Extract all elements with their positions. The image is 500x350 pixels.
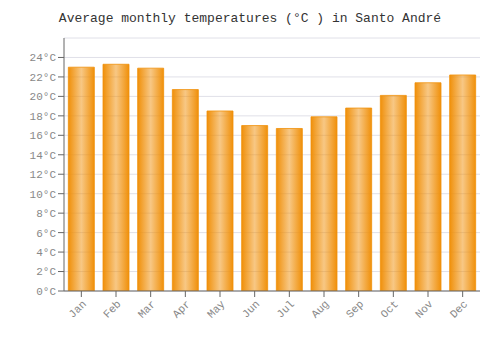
svg-text:Feb: Feb	[101, 298, 123, 320]
svg-text:10°C: 10°C	[30, 189, 57, 201]
svg-text:2°C: 2°C	[36, 266, 56, 278]
svg-text:18°C: 18°C	[30, 111, 57, 123]
svg-text:Dec: Dec	[448, 298, 470, 320]
svg-text:Oct: Oct	[378, 298, 400, 320]
svg-text:22°C: 22°C	[30, 72, 57, 84]
svg-text:Nov: Nov	[413, 298, 436, 321]
html-text:Average monthly temperatures (: Average monthly temperatures (°C ) in Sa…	[58, 11, 442, 26]
svg-text:8°C: 8°C	[36, 208, 56, 220]
svg-text:0°C: 0°C	[36, 286, 56, 298]
svg-text:May: May	[205, 298, 228, 321]
svg-text:6°C: 6°C	[36, 228, 56, 240]
svg-text:Jul: Jul	[274, 298, 296, 320]
svg-text:Mar: Mar	[136, 298, 158, 320]
svg-text:Jun: Jun	[240, 298, 262, 320]
svg-text:4°C: 4°C	[36, 247, 56, 259]
svg-text:14°C: 14°C	[30, 150, 57, 162]
svg-text:Aug: Aug	[309, 298, 331, 320]
svg-text:20°C: 20°C	[30, 91, 57, 103]
svg-text:Apr: Apr	[170, 298, 192, 320]
svg-text:24°C: 24°C	[30, 52, 57, 64]
svg-text:12°C: 12°C	[30, 169, 57, 181]
svg-text:Jan: Jan	[66, 298, 88, 320]
svg-text:Sep: Sep	[344, 298, 366, 320]
svg-text:16°C: 16°C	[30, 130, 57, 142]
